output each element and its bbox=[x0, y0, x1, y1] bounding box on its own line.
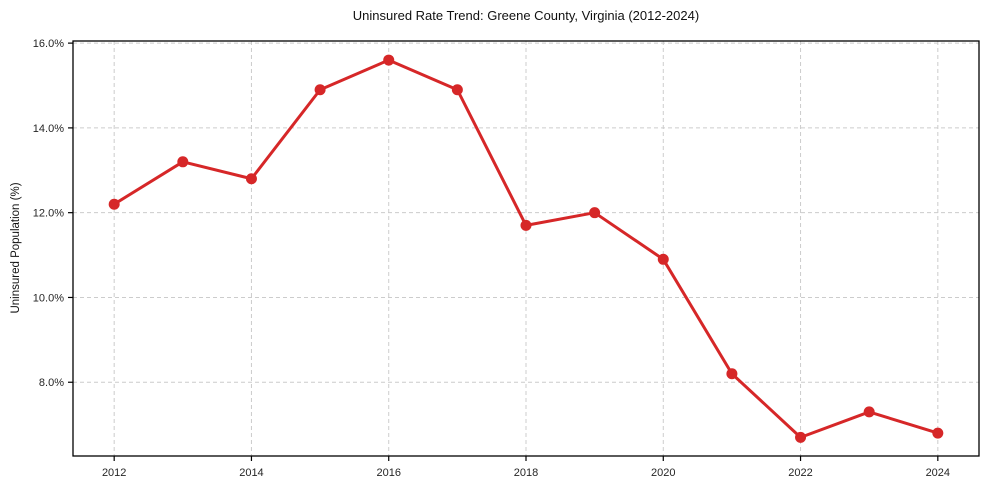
data-point bbox=[245, 173, 257, 185]
data-point bbox=[177, 156, 189, 168]
x-tick-label: 2014 bbox=[239, 467, 263, 479]
x-tick-label: 2022 bbox=[788, 467, 812, 479]
data-point bbox=[108, 198, 120, 210]
data-point bbox=[795, 431, 807, 443]
x-tick-label: 2012 bbox=[102, 467, 126, 479]
x-tick-label: 2020 bbox=[651, 467, 675, 479]
data-point bbox=[451, 84, 463, 96]
y-tick-label: 8.0% bbox=[39, 377, 64, 389]
y-tick-label: 14.0% bbox=[33, 123, 64, 135]
data-point bbox=[520, 219, 532, 231]
x-tick-label: 2016 bbox=[376, 467, 400, 479]
x-tick-label: 2018 bbox=[514, 467, 538, 479]
y-tick-label: 12.0% bbox=[33, 208, 64, 220]
x-tick-label: 2024 bbox=[926, 467, 950, 479]
y-tick-label: 10.0% bbox=[33, 292, 64, 304]
data-point bbox=[589, 207, 601, 219]
data-point bbox=[383, 54, 395, 66]
y-tick-label: 16.0% bbox=[33, 38, 64, 50]
data-point bbox=[657, 253, 669, 265]
data-point bbox=[932, 427, 944, 439]
data-point bbox=[863, 406, 875, 418]
data-point bbox=[726, 368, 738, 380]
chart-title: Uninsured Rate Trend: Greene County, Vir… bbox=[352, 8, 700, 23]
data-point bbox=[314, 84, 326, 96]
